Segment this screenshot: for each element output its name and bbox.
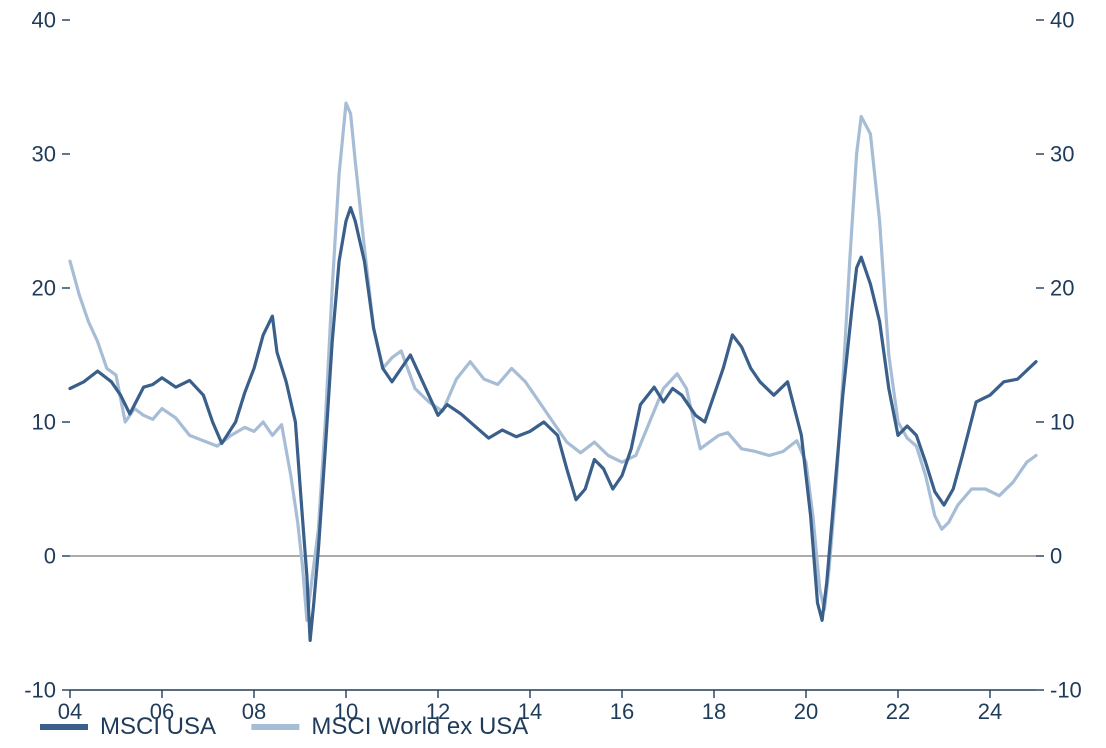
- x-tick-label: 18: [702, 699, 726, 724]
- legend-swatch: [251, 724, 299, 730]
- y-tick-label-right: 10: [1050, 410, 1074, 435]
- x-tick-label: 24: [978, 699, 1002, 724]
- y-tick-label-right: 0: [1050, 544, 1062, 569]
- x-tick-label: 20: [794, 699, 818, 724]
- y-tick-label-right: -10: [1050, 678, 1082, 703]
- y-tick-label-right: 30: [1050, 142, 1074, 167]
- y-tick-label-left: 20: [32, 276, 56, 301]
- x-tick-label: 04: [58, 699, 82, 724]
- legend-swatch: [40, 724, 88, 730]
- x-tick-label: 08: [242, 699, 266, 724]
- line-chart: 0406081012141618202224-10010203040-10010…: [0, 0, 1106, 748]
- legend-label: MSCI USA: [100, 713, 216, 740]
- y-tick-label-left: 10: [32, 410, 56, 435]
- x-tick-label: 16: [610, 699, 634, 724]
- y-tick-label-right: 20: [1050, 276, 1074, 301]
- y-tick-label-left: 0: [44, 544, 56, 569]
- x-tick-label: 22: [886, 699, 910, 724]
- y-tick-label-left: 30: [32, 142, 56, 167]
- y-tick-label-right: 40: [1050, 8, 1074, 33]
- chart-svg: 0406081012141618202224-10010203040-10010…: [0, 0, 1106, 748]
- y-tick-label-left: 40: [32, 8, 56, 33]
- legend-label: MSCI World ex USA: [311, 713, 528, 740]
- y-tick-label-left: -10: [24, 678, 56, 703]
